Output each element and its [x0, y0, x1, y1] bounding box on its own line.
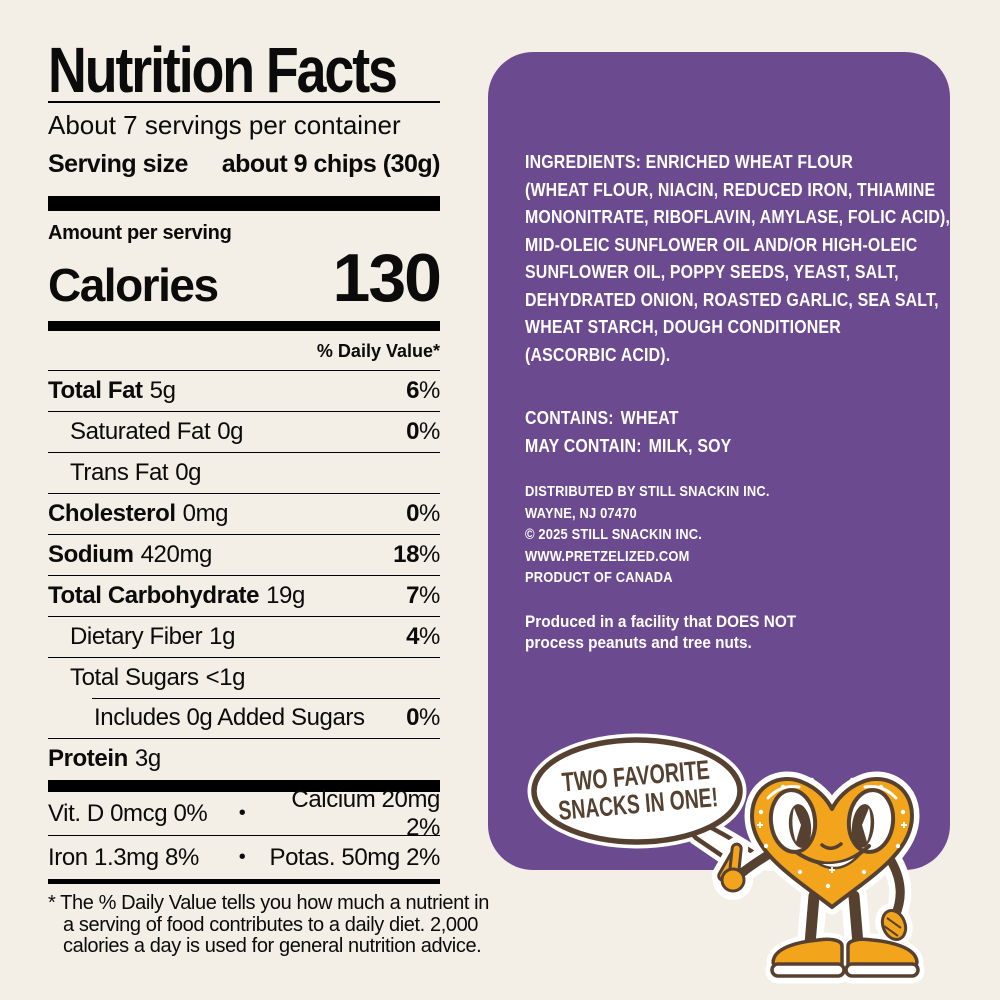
separator-bar-thin: [48, 879, 440, 884]
calories-row: Calories 130: [48, 239, 442, 317]
amount-per-serving-label: Amount per serving: [48, 222, 232, 244]
nutrient-row: Total Carbohydrate 19g 7%: [48, 575, 440, 616]
may-contain-value: MILK, SOY: [648, 435, 732, 456]
pretzel-character: [711, 771, 925, 984]
separator-bar-medium: [48, 321, 440, 331]
nutrient-row: Includes 0g Added Sugars 0%: [48, 698, 440, 738]
nutrient-row: Total Fat 5g 6%: [48, 370, 440, 411]
nutrient-row: Sodium 420mg 18%: [48, 534, 440, 575]
daily-value-number: 0: [406, 418, 420, 445]
micro-right: Calcium 20mg 2%: [291, 785, 440, 841]
nutrient-name: Trans Fat: [70, 459, 169, 486]
left-sole: [770, 962, 846, 978]
serving-size-label: Serving size: [48, 150, 188, 178]
ingredients-panel: INGREDIENTS: ENRICHED WHEAT FLOUR (WHEAT…: [488, 52, 950, 870]
nutrient-row: Protein 3g: [48, 738, 440, 779]
nutrient-name: Saturated Fat: [70, 418, 211, 445]
daily-value-number: 6: [406, 377, 420, 404]
micro-right: Potas. 50mg 2%: [269, 843, 441, 871]
distribution-info: DISTRIBUTED BY STILL SNACKIN INC. WAYNE,…: [525, 483, 770, 586]
calories-value: 130: [332, 240, 442, 316]
nutrient-name: Sodium: [48, 541, 134, 568]
nutrient-row: Saturated Fat 0g 0%: [48, 411, 440, 452]
nutrient-name: Total Sugars: [70, 664, 199, 691]
contains-value: WHEAT: [620, 407, 679, 428]
nutrient-row: Trans Fat 0g: [48, 452, 440, 493]
percent-sign: %: [419, 500, 440, 527]
micronutrient-rows: Vit. D 0mcg 0% • Calcium 20mg 2% Iron 1.3mg…: [48, 786, 440, 879]
percent-sign: %: [419, 704, 440, 731]
bubble-body: [531, 737, 743, 845]
micronutrient-row: Vit. D 0mcg 0% • Calcium 20mg 2%: [48, 786, 440, 841]
bullet-separator: •: [238, 802, 246, 824]
right-sole: [844, 962, 920, 978]
nutrient-amount: <1g: [205, 664, 246, 691]
percent-sign: %: [419, 377, 440, 404]
nutrient-row: Total Sugars <1g: [48, 657, 440, 698]
left-leg: [804, 890, 820, 950]
nutrient-name: Protein: [48, 745, 128, 772]
nutrient-name: Includes 0g Added Sugars: [94, 704, 365, 731]
micro-left: Iron 1.3mg 8%: [48, 843, 199, 871]
serving-size-row: Serving size about 9 chips (30g): [48, 150, 441, 179]
left-hand-peace: [717, 842, 746, 893]
title-rule: [48, 101, 440, 103]
percent-sign: %: [419, 623, 440, 650]
nutrient-row: Dietary Fiber 1g 4%: [48, 616, 440, 657]
daily-value-number: 0: [406, 500, 420, 527]
micro-left: Vit. D 0mcg 0%: [48, 799, 208, 827]
nutrient-amount: 0mg: [182, 500, 229, 527]
percent-sign: %: [419, 541, 440, 568]
nutrient-name: Total Fat: [48, 377, 143, 404]
bullet-separator: •: [238, 846, 246, 868]
teeth: [814, 850, 864, 870]
facility-note: Produced in a facility that DOES NOT pro…: [525, 612, 797, 652]
contains-label: CONTAINS:: [525, 407, 614, 428]
shoes: [770, 937, 920, 978]
nutrient-name: Cholesterol: [48, 500, 176, 527]
servings-per-container: About 7 servings per container: [48, 110, 401, 140]
nose: [820, 842, 843, 850]
salt-specks: [757, 777, 907, 889]
nutrient-amount: 1g: [209, 623, 236, 650]
nutrient-amount: 0g: [217, 418, 244, 445]
percent-sign: %: [419, 418, 440, 445]
allergen-block: CONTAINS: WHEAT MAY CONTAIN: MILK, SOY: [525, 404, 875, 460]
ingredients-text: INGREDIENTS: ENRICHED WHEAT FLOUR (WHEAT…: [525, 151, 951, 365]
nutrient-rows: Total Fat 5g 6% Saturated Fat 0g 0% Trans Fat 0…: [48, 370, 440, 779]
serving-size-value: about 9 chips (30g): [221, 150, 441, 178]
nutrient-amount: 3g: [134, 745, 161, 772]
left-pupil-highlight: [792, 808, 801, 842]
nutrient-amount: 0g: [175, 459, 202, 486]
nutrient-name: Total Carbohydrate: [48, 582, 260, 609]
nutrient-amount: 420mg: [140, 541, 213, 568]
may-contain-line: MAY CONTAIN: MILK, SOY: [525, 432, 875, 460]
percent-sign: %: [419, 582, 440, 609]
daily-value-number: 18: [393, 541, 420, 568]
nutrient-name: Dietary Fiber: [70, 623, 203, 650]
nutrition-title: Nutrition Facts: [48, 34, 398, 106]
right-pupil-highlight: [862, 808, 871, 842]
may-contain-label: MAY CONTAIN:: [525, 435, 642, 456]
daily-value-number: 7: [406, 582, 420, 609]
daily-value-number: 4: [406, 623, 420, 650]
contains-line: CONTAINS: WHEAT: [525, 404, 875, 432]
nutrition-facts-panel: Nutrition Facts About 7 servings per con…: [48, 34, 489, 958]
calories-label: Calories: [48, 259, 219, 311]
daily-value-number: 0: [406, 704, 420, 731]
daily-value-header: % Daily Value*: [316, 341, 440, 361]
right-leg: [848, 890, 864, 950]
separator-bar-thick: [48, 196, 440, 211]
nutrient-amount: 19g: [266, 582, 305, 609]
nutrient-amount: 5g: [149, 377, 176, 404]
nutrient-row: Cholesterol 0mg 0%: [48, 493, 440, 534]
separator-bar-thick2: [48, 780, 440, 792]
right-hand: [880, 908, 908, 942]
micronutrient-row: Iron 1.3mg 8% • Potas. 50mg 2%: [48, 835, 440, 879]
